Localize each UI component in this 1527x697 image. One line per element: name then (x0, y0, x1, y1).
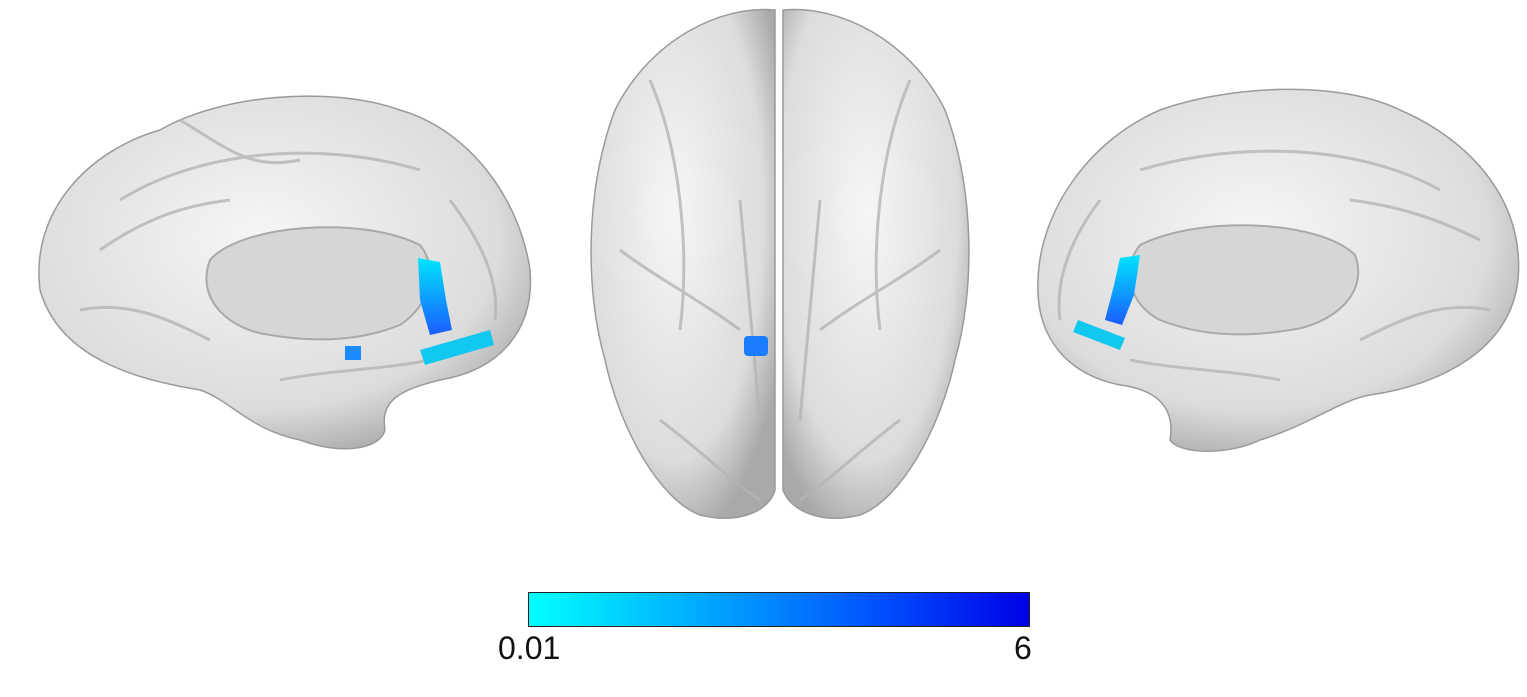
ventral-brain (590, 8, 970, 519)
colorbar-max-label: 6 (1014, 630, 1032, 666)
left-medial-brain (38, 95, 532, 450)
right-medial-brain (1037, 88, 1520, 452)
cluster-blob (420, 330, 494, 365)
cluster-blob (744, 336, 768, 356)
brain-surfaces (38, 8, 1520, 519)
colorbar-min-label: 0.01 (498, 630, 561, 666)
cluster-blob (345, 346, 361, 360)
cluster-blob (1073, 320, 1125, 350)
cluster-blob (418, 258, 452, 335)
cluster-blob (1105, 255, 1140, 325)
colorbar (528, 592, 1030, 627)
